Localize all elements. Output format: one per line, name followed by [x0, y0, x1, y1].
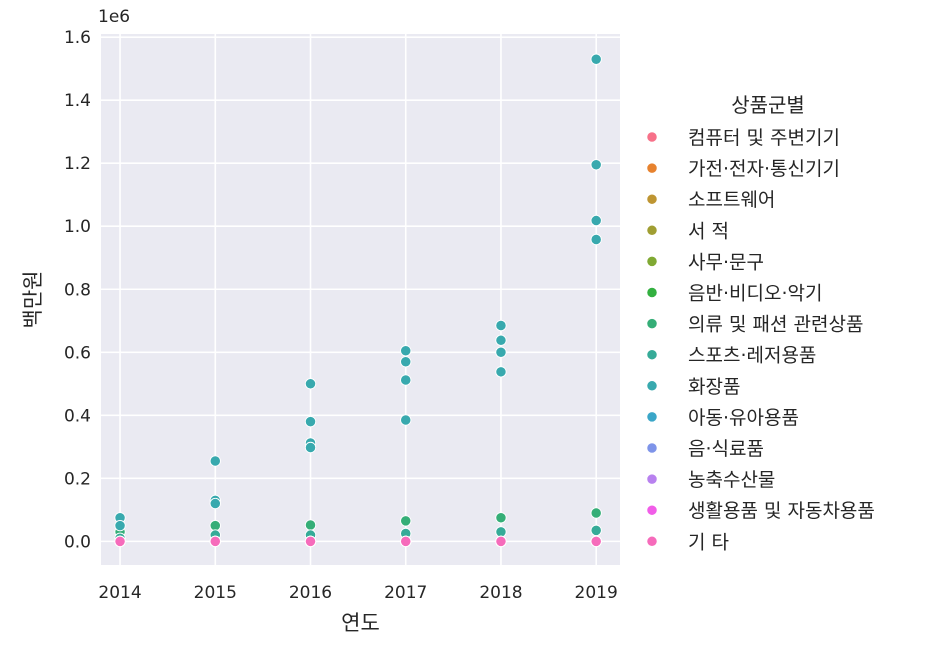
- legend-label: 음반·비디오·악기: [688, 283, 822, 305]
- legend-marker: [646, 224, 658, 236]
- legend-label: 서 적: [688, 220, 729, 242]
- data-point: [495, 319, 507, 332]
- data-point: [495, 334, 507, 346]
- data-point: [304, 415, 317, 428]
- data-point: [400, 535, 412, 548]
- legend-marker: [646, 162, 658, 174]
- legend-marker: [646, 473, 658, 485]
- legend-label: 음·식료품: [688, 438, 764, 460]
- x-tick-label: 2018: [479, 583, 522, 603]
- legend-marker: [646, 504, 658, 516]
- legend-marker: [646, 286, 658, 299]
- plot-area: [101, 34, 620, 565]
- y-tick-label: 1.2: [64, 154, 91, 174]
- legend-marker: [646, 442, 658, 454]
- data-point: [304, 535, 317, 548]
- legend-label: 의류 및 패션 관련상품: [688, 314, 863, 336]
- data-point: [590, 159, 602, 171]
- y-tick-label: 0.8: [64, 280, 91, 300]
- x-axis-title: 연도: [341, 611, 380, 635]
- y-tick-label: 1.6: [64, 28, 91, 48]
- legend-label: 기 타: [688, 531, 729, 553]
- data-point: [590, 233, 602, 246]
- grid: [101, 34, 620, 565]
- y-offset-label: 1e6: [98, 7, 130, 27]
- legend-marker: [646, 535, 658, 547]
- x-tick-label: 2015: [194, 583, 237, 603]
- data-point: [114, 519, 126, 532]
- data-point: [495, 512, 507, 524]
- data-point: [590, 507, 602, 519]
- legend-label: 생활용품 및 자동차용품: [688, 500, 875, 522]
- data-point: [590, 53, 602, 65]
- legend-marker: [646, 411, 658, 423]
- legend-marker: [646, 131, 658, 143]
- legend-label: 아동·유아용품: [688, 407, 799, 429]
- data-point: [304, 378, 317, 390]
- legend-marker: [646, 255, 658, 268]
- data-point: [209, 497, 221, 510]
- x-tick-label: 2019: [575, 583, 618, 603]
- data-point: [590, 535, 602, 548]
- data-point: [590, 214, 602, 227]
- legend-marker: [646, 317, 658, 330]
- legend-label: 소프트웨어: [688, 189, 775, 211]
- data-point: [400, 345, 412, 357]
- legend-marker: [646, 193, 658, 205]
- data-point: [114, 535, 126, 548]
- data-point: [495, 535, 507, 548]
- x-tick-label: 2017: [384, 583, 427, 603]
- legend-label: 스포츠·레저용품: [688, 345, 816, 367]
- x-tick-label: 2016: [289, 583, 332, 603]
- data-point: [304, 441, 317, 454]
- data-points: [114, 53, 602, 548]
- x-tick-labels: 2014 2015 2016 2017 2018 2019: [98, 583, 617, 603]
- data-point: [209, 455, 221, 467]
- data-point: [400, 515, 412, 527]
- legend-label: 화장품: [688, 376, 740, 398]
- x-tick-label: 2014: [98, 583, 141, 603]
- data-point: [400, 414, 412, 426]
- y-tick-label: 1.0: [64, 217, 91, 237]
- y-tick-labels: 0.0 0.2 0.4 0.6 0.8 1.0 1.2 1.4 1.6: [64, 28, 91, 552]
- y-tick-label: 1.4: [64, 91, 91, 111]
- y-tick-label: 0.2: [64, 469, 91, 489]
- data-point: [400, 356, 412, 368]
- y-tick-label: 0.4: [64, 406, 91, 426]
- legend-label: 가전·전자·통신기기: [688, 158, 840, 180]
- legend-label: 사무·문구: [688, 251, 764, 273]
- y-tick-label: 0.0: [64, 532, 91, 552]
- legend-label: 농축수산물: [688, 469, 775, 491]
- legend-label: 컴퓨터 및 주변기기: [688, 127, 840, 149]
- y-tick-label: 0.6: [64, 343, 91, 363]
- data-point: [495, 366, 507, 378]
- legend-marker: [646, 380, 658, 392]
- data-point: [209, 535, 221, 548]
- legend-title: 상품군별: [731, 93, 805, 117]
- data-point: [495, 526, 507, 538]
- data-point: [400, 374, 412, 386]
- data-point: [209, 519, 221, 532]
- legend-marker: [646, 349, 658, 361]
- data-point: [590, 524, 602, 536]
- data-point: [495, 346, 507, 358]
- data-point: [304, 519, 317, 531]
- y-axis-title: 백만원: [21, 271, 45, 329]
